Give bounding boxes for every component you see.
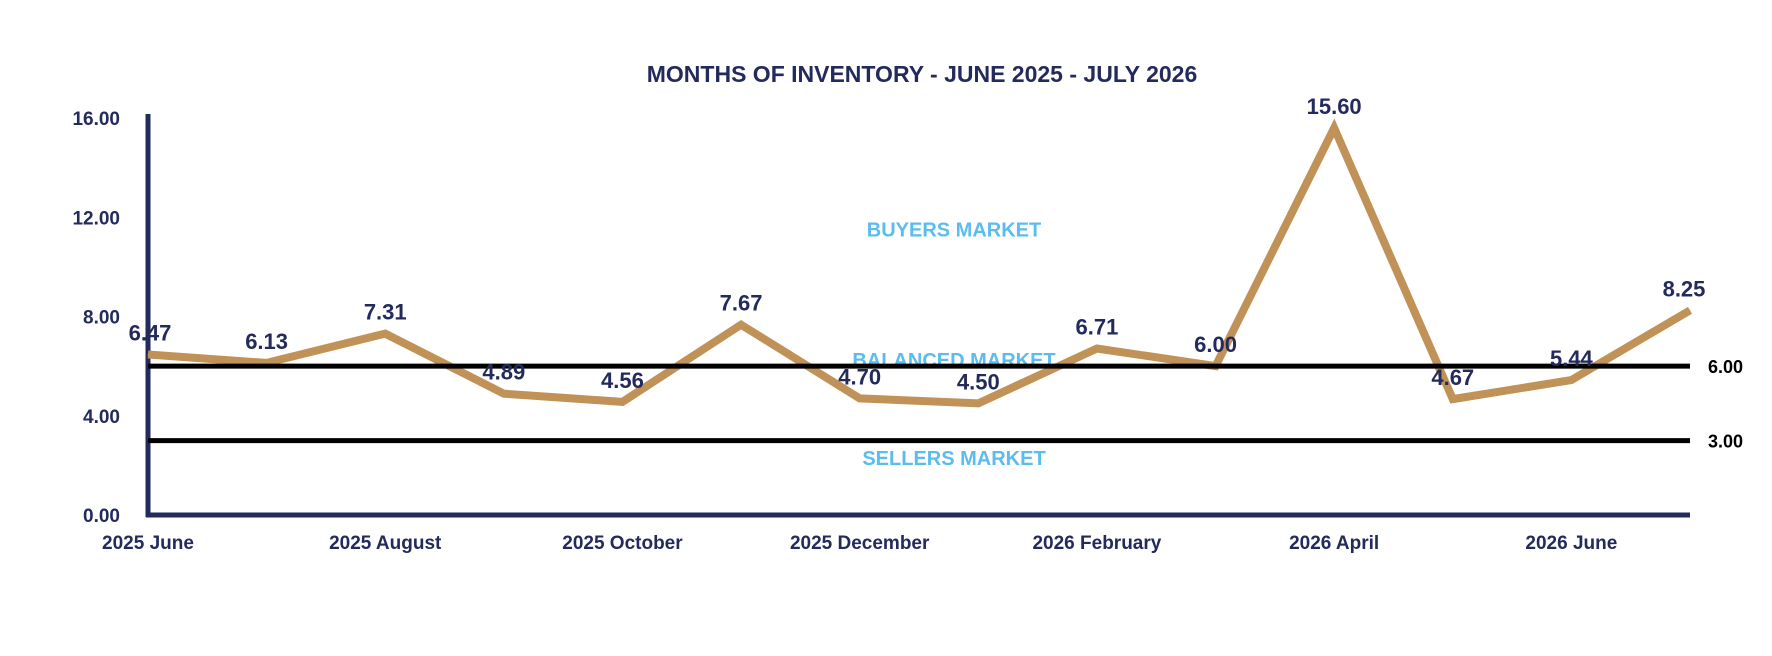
- x-tick-label: 2026 April: [1289, 533, 1379, 554]
- chart-title: MONTHS OF INVENTORY - JUNE 2025 - JULY 2…: [647, 61, 1197, 87]
- y-tick-label: 4.00: [83, 407, 120, 428]
- zone-label-1: BUYERS MARKET: [867, 220, 1041, 242]
- data-label: 15.60: [1307, 94, 1362, 119]
- chart-axes: [145, 114, 1690, 518]
- data-label: 7.31: [364, 300, 407, 325]
- reference-line-label: 6.00: [1708, 357, 1743, 377]
- x-axis-ticks: 2025 June 2025 August 2025 October 2025 Dec…: [102, 533, 1617, 554]
- data-label: 4.50: [957, 369, 1000, 394]
- x-tick-label: 2026 February: [1032, 533, 1161, 554]
- data-label: 4.89: [482, 360, 525, 385]
- reference-lines: 6.00 3.00: [148, 357, 1743, 452]
- data-point: [977, 402, 979, 404]
- reference-line-label: 3.00: [1708, 432, 1743, 452]
- data-label: 4.56: [601, 368, 644, 393]
- data-label: 6.13: [245, 329, 288, 354]
- data-point: [384, 333, 386, 335]
- data-label: 6.00: [1194, 332, 1237, 357]
- data-point: [1333, 127, 1335, 129]
- x-tick-label: 2025 October: [562, 533, 683, 554]
- data-label: 5.44: [1550, 346, 1594, 371]
- data-labels: 6.47 6.13 7.31 4.89 4.56 7.67 4.70 4.50 6.71 6.00…: [129, 94, 1706, 394]
- data-point: [147, 353, 149, 355]
- data-label: 8.25: [1663, 276, 1706, 301]
- data-point: [621, 401, 623, 403]
- y-axis-ticks: 0.00 4.00 8.00 12.00 16.00: [72, 109, 120, 527]
- data-label: 4.67: [1431, 365, 1474, 390]
- data-point: [503, 393, 505, 395]
- y-tick-label: 12.00: [72, 208, 120, 229]
- data-point: [859, 397, 861, 399]
- data-point: [1689, 309, 1691, 311]
- x-tick-label: 2025 December: [790, 533, 930, 554]
- y-tick-label: 16.00: [72, 109, 120, 130]
- inventory-series: [147, 118, 1693, 408]
- data-point: [266, 362, 268, 364]
- data-label: 6.71: [1076, 315, 1119, 340]
- data-point: [740, 324, 742, 326]
- zone-label-3: SELLERS MARKET: [862, 448, 1045, 470]
- data-label: 6.47: [129, 320, 172, 345]
- data-point: [1096, 348, 1098, 350]
- data-label: 7.67: [720, 291, 763, 316]
- x-tick-label: 2026 June: [1525, 533, 1617, 554]
- data-point: [1570, 379, 1572, 381]
- inventory-line: [147, 118, 1693, 408]
- y-tick-label: 8.00: [83, 308, 120, 329]
- data-point: [1452, 398, 1454, 400]
- data-label: 4.70: [838, 364, 881, 389]
- y-tick-label: 0.00: [83, 506, 120, 527]
- x-tick-label: 2025 June: [102, 533, 194, 554]
- x-tick-label: 2025 August: [329, 533, 442, 554]
